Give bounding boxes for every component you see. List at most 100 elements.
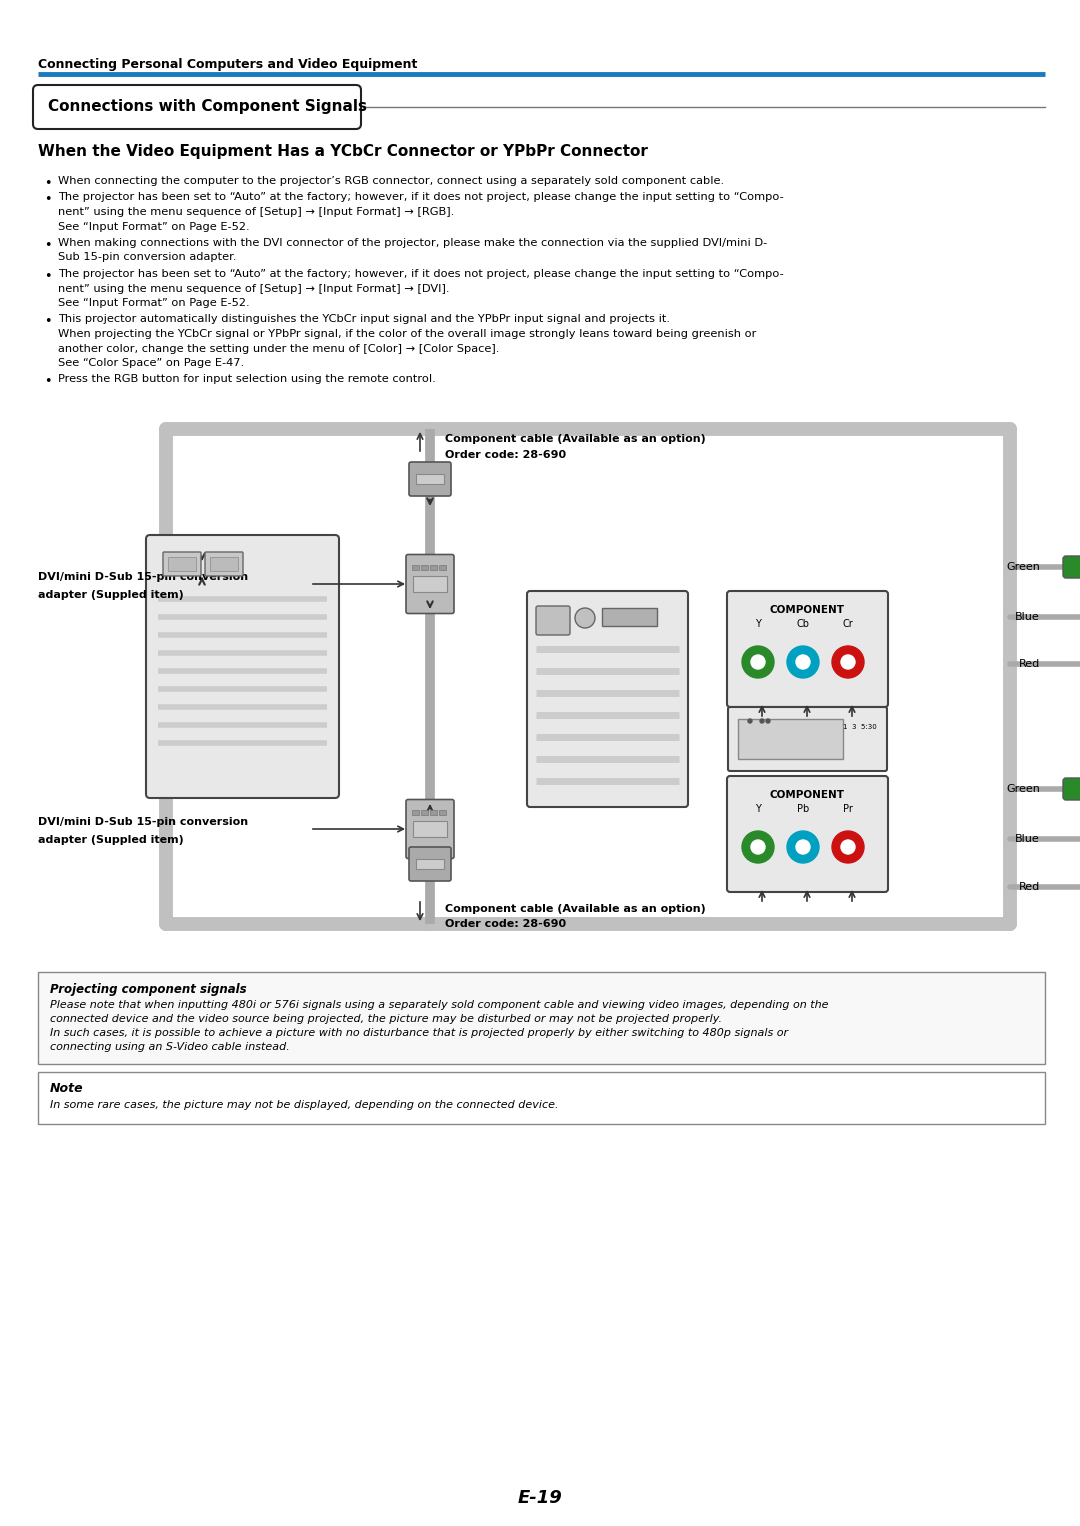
Text: Red: Red	[1018, 882, 1040, 893]
Text: The projector has been set to “Auto” at the factory; however, if it does not pro: The projector has been set to “Auto” at …	[58, 269, 784, 279]
Circle shape	[796, 839, 810, 855]
Text: •: •	[44, 270, 52, 282]
Text: COMPONENT: COMPONENT	[770, 790, 845, 800]
Bar	[421, 565, 428, 569]
FancyBboxPatch shape	[527, 591, 688, 807]
FancyBboxPatch shape	[728, 707, 887, 771]
Bar	[413, 575, 447, 592]
Circle shape	[748, 719, 752, 723]
Text: E-19: E-19	[517, 1489, 563, 1508]
Text: DVI/mini D-Sub 15-pin conversion: DVI/mini D-Sub 15-pin conversion	[38, 816, 248, 827]
Bar	[738, 719, 843, 758]
Text: Pb: Pb	[797, 804, 809, 813]
Text: 1  3  5:30: 1 3 5:30	[843, 723, 877, 729]
Bar	[168, 557, 195, 571]
Text: Green: Green	[1007, 784, 1040, 794]
Text: When projecting the YCbCr signal or YPbPr signal, if the color of the overall im: When projecting the YCbCr signal or YPbP…	[58, 330, 756, 339]
Bar	[210, 557, 238, 571]
Text: Pr: Pr	[843, 804, 853, 813]
Text: Connecting Personal Computers and Video Equipment: Connecting Personal Computers and Video …	[38, 58, 417, 72]
Circle shape	[760, 719, 764, 723]
Circle shape	[751, 655, 765, 668]
Text: Press the RGB button for input selection using the remote control.: Press the RGB button for input selection…	[58, 374, 435, 385]
FancyBboxPatch shape	[409, 847, 451, 881]
Text: •: •	[44, 194, 52, 206]
Text: When connecting the computer to the projector’s RGB connector, connect using a s: When connecting the computer to the proj…	[58, 175, 724, 186]
Circle shape	[841, 839, 855, 855]
FancyBboxPatch shape	[406, 554, 454, 613]
Text: When making connections with the DVI connector of the projector, please make the: When making connections with the DVI con…	[58, 238, 767, 249]
Text: Order code: 28-690: Order code: 28-690	[445, 919, 566, 929]
FancyBboxPatch shape	[1063, 555, 1080, 578]
FancyBboxPatch shape	[205, 552, 243, 575]
Bar	[416, 859, 444, 868]
Bar	[602, 607, 657, 626]
Circle shape	[742, 832, 774, 864]
Text: See “Color Space” on Page E-47.: See “Color Space” on Page E-47.	[58, 359, 244, 368]
Circle shape	[751, 839, 765, 855]
Text: •: •	[44, 177, 52, 191]
Circle shape	[766, 719, 770, 723]
Text: Blue: Blue	[1015, 612, 1040, 623]
FancyBboxPatch shape	[146, 536, 339, 798]
Text: nent” using the menu sequence of [Setup] → [Input Format] → [DVI].: nent” using the menu sequence of [Setup]…	[58, 284, 449, 293]
Bar	[421, 809, 428, 815]
Circle shape	[832, 832, 864, 864]
Text: Order code: 28-690: Order code: 28-690	[445, 450, 566, 459]
Text: Connections with Component Signals: Connections with Component Signals	[48, 99, 367, 114]
Text: See “Input Format” on Page E-52.: See “Input Format” on Page E-52.	[58, 221, 249, 232]
FancyBboxPatch shape	[536, 606, 570, 635]
Circle shape	[841, 655, 855, 668]
Text: •: •	[44, 316, 52, 328]
Text: The projector has been set to “Auto” at the factory; however, if it does not pro: The projector has been set to “Auto” at …	[58, 192, 784, 203]
Bar	[38, 1071, 1045, 1125]
Bar	[438, 809, 446, 815]
Text: Cb: Cb	[797, 620, 810, 629]
Text: •: •	[44, 375, 52, 389]
Text: Please note that when inputting 480i or 576i signals using a separately sold com: Please note that when inputting 480i or …	[50, 1000, 828, 1051]
Text: In some rare cases, the picture may not be displayed, depending on the connected: In some rare cases, the picture may not …	[50, 1100, 558, 1109]
Text: adapter (Suppled item): adapter (Suppled item)	[38, 835, 184, 845]
Bar	[413, 821, 447, 836]
Bar	[430, 565, 437, 569]
Text: Projecting component signals: Projecting component signals	[50, 983, 246, 996]
FancyBboxPatch shape	[1063, 778, 1080, 800]
Text: Sub 15-pin conversion adapter.: Sub 15-pin conversion adapter.	[58, 252, 237, 262]
Circle shape	[787, 645, 819, 678]
Text: Y: Y	[755, 804, 761, 813]
Text: See “Input Format” on Page E-52.: See “Input Format” on Page E-52.	[58, 298, 249, 308]
Text: nent” using the menu sequence of [Setup] → [Input Format] → [RGB].: nent” using the menu sequence of [Setup]…	[58, 208, 455, 217]
Bar	[430, 809, 437, 815]
Bar	[411, 565, 419, 569]
Text: When the Video Equipment Has a YCbCr Connector or YPbPr Connector: When the Video Equipment Has a YCbCr Con…	[38, 143, 648, 159]
Text: Component cable (Available as an option): Component cable (Available as an option)	[445, 903, 705, 914]
Text: Cr: Cr	[842, 620, 853, 629]
Bar	[411, 809, 419, 815]
Bar	[38, 972, 1045, 1064]
Text: another color, change the setting under the menu of [Color] → [Color Space].: another color, change the setting under …	[58, 343, 499, 354]
Bar	[416, 475, 444, 484]
Circle shape	[787, 832, 819, 864]
FancyBboxPatch shape	[727, 591, 888, 707]
Text: DVI/mini D-Sub 15-pin conversion: DVI/mini D-Sub 15-pin conversion	[38, 572, 248, 581]
FancyBboxPatch shape	[33, 85, 361, 130]
Text: Red: Red	[1018, 659, 1040, 668]
Text: COMPONENT: COMPONENT	[770, 604, 845, 615]
FancyBboxPatch shape	[163, 552, 201, 575]
FancyBboxPatch shape	[406, 800, 454, 859]
Circle shape	[742, 645, 774, 678]
Circle shape	[575, 607, 595, 629]
Text: Green: Green	[1007, 562, 1040, 572]
Circle shape	[796, 655, 810, 668]
Text: Component cable (Available as an option): Component cable (Available as an option)	[445, 433, 705, 444]
FancyBboxPatch shape	[409, 462, 451, 496]
Text: adapter (Suppled item): adapter (Suppled item)	[38, 591, 184, 600]
Circle shape	[832, 645, 864, 678]
FancyBboxPatch shape	[727, 777, 888, 893]
Text: This projector automatically distinguishes the YCbCr input signal and the YPbPr : This projector automatically distinguish…	[58, 314, 670, 325]
Text: Y: Y	[755, 620, 761, 629]
Text: Note: Note	[50, 1082, 83, 1096]
Bar	[438, 565, 446, 569]
Text: Blue: Blue	[1015, 835, 1040, 844]
Text: •: •	[44, 240, 52, 252]
